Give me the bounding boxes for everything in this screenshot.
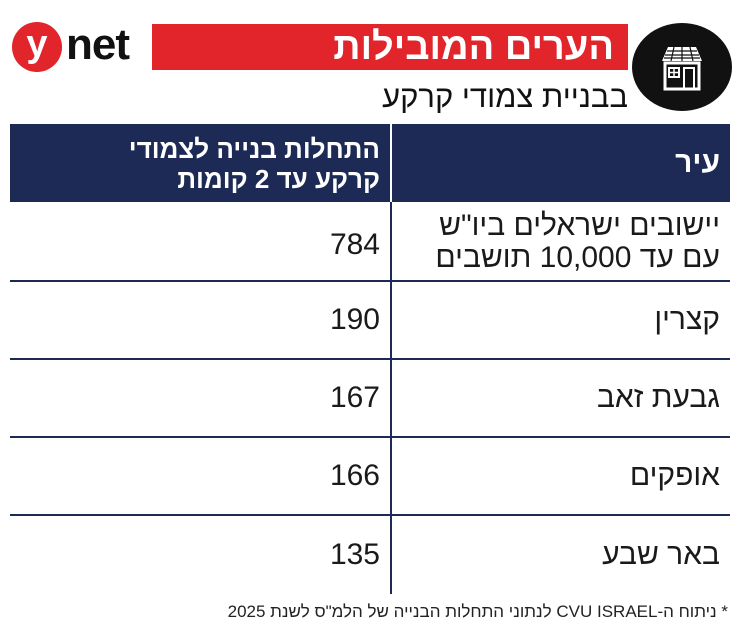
city-line2: עם עד 10,000 תושבים [435, 241, 720, 274]
column-header-value-line1: התחלות בנייה לצמודי [128, 134, 380, 164]
city-cell: יישובים ישראלים ביו"ש עם עד 10,000 תושבי… [392, 202, 730, 280]
column-header-value-line2: קרקע עד 2 קומות [177, 164, 380, 194]
table-row: באר שבע 135 [10, 516, 730, 594]
city-cell: גבעת זאב [596, 381, 720, 414]
header-divider [390, 124, 392, 202]
data-table: עיר התחלות בנייה לצמודי קרקע עד 2 קומות … [10, 124, 730, 594]
value-cell: 190 [329, 303, 380, 336]
column-divider [390, 202, 392, 594]
table-row: קצרין 190 [10, 282, 730, 360]
logo-letter: y [12, 22, 62, 72]
city-cell: אופקים [629, 459, 720, 492]
table-row: אופקים 166 [10, 438, 730, 516]
house-icon [662, 46, 702, 91]
value-cell: 135 [329, 538, 380, 571]
house-badge [632, 23, 732, 111]
column-header-value: התחלות בנייה לצמודי קרקע עד 2 קומות [10, 124, 390, 202]
table-row: גבעת זאב 167 [10, 360, 730, 438]
column-header-city: עיר [675, 146, 720, 179]
logo-word: net [66, 20, 130, 69]
table-row: יישובים ישראלים ביו"ש עם עד 10,000 תושבי… [10, 202, 730, 282]
city-cell: קצרין [654, 303, 720, 336]
value-cell: 167 [329, 381, 380, 414]
city-cell: באר שבע [602, 538, 720, 571]
page-title: הערים המובילות [152, 24, 628, 70]
footnote: * ניתוח ה-CVU ISRAEL לנתוני התחלות הבניי… [227, 602, 728, 621]
table-body: יישובים ישראלים ביו"ש עם עד 10,000 תושבי… [10, 202, 730, 594]
ynet-logo[interactable]: y net [12, 20, 144, 72]
table-header: עיר התחלות בנייה לצמודי קרקע עד 2 קומות [10, 124, 730, 202]
value-cell: 166 [329, 459, 380, 492]
value-cell: 784 [329, 228, 380, 261]
city-line1: יישובים ישראלים ביו"ש [439, 209, 720, 242]
page-subtitle: בבניית צמודי קרקע [382, 79, 628, 114]
